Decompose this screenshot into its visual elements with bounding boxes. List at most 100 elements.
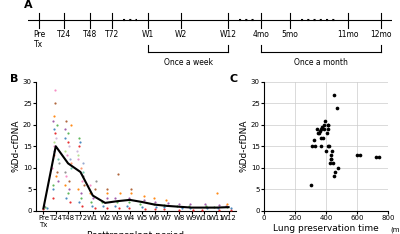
Point: [62, 127, 68, 131]
Point: [204, 206, 210, 210]
Point: [315, 132, 322, 135]
Point: [41, 205, 47, 208]
Point: [161, 205, 167, 209]
Text: A: A: [24, 0, 33, 10]
Point: [228, 207, 234, 210]
Text: C: C: [229, 74, 238, 84]
Point: [50, 153, 57, 157]
Point: [87, 183, 93, 187]
Point: [186, 205, 192, 208]
Text: W12: W12: [220, 30, 237, 39]
Y-axis label: %Dd-cfDNA: %Dd-cfDNA: [239, 120, 248, 172]
Point: [49, 166, 56, 170]
Point: [330, 161, 336, 165]
Point: [165, 201, 171, 205]
Point: [67, 200, 73, 204]
Point: [78, 166, 84, 170]
Point: [76, 200, 82, 204]
Point: [228, 208, 234, 212]
Text: Once a month: Once a month: [294, 58, 348, 67]
Point: [76, 144, 82, 148]
Point: [55, 157, 61, 161]
Point: [354, 153, 360, 157]
Point: [63, 174, 69, 178]
Point: [75, 187, 82, 191]
Point: [224, 202, 230, 206]
Text: B: B: [10, 74, 18, 84]
Point: [77, 196, 84, 200]
Point: [334, 106, 340, 110]
Point: [332, 170, 338, 174]
Point: [65, 192, 71, 195]
Point: [317, 129, 323, 133]
Point: [50, 187, 56, 191]
Point: [327, 161, 333, 165]
Point: [329, 149, 335, 152]
Point: [312, 144, 318, 148]
Point: [67, 157, 74, 161]
Point: [128, 192, 135, 195]
Y-axis label: %Dd-cfDNA: %Dd-cfDNA: [11, 120, 20, 172]
Point: [62, 170, 68, 174]
Point: [80, 170, 86, 174]
Point: [376, 155, 382, 159]
Point: [62, 183, 68, 187]
Point: [160, 207, 167, 211]
Point: [328, 157, 334, 161]
Point: [190, 208, 196, 212]
Text: 12mo: 12mo: [370, 30, 392, 39]
Point: [55, 179, 62, 183]
Point: [316, 132, 322, 135]
Point: [203, 205, 209, 208]
Point: [187, 202, 193, 206]
Point: [74, 149, 80, 152]
Point: [160, 204, 167, 207]
Point: [98, 200, 105, 204]
Point: [64, 140, 71, 144]
Point: [90, 196, 96, 200]
Point: [66, 144, 72, 148]
Text: W2: W2: [175, 30, 187, 39]
Point: [42, 205, 48, 209]
Point: [216, 208, 222, 212]
Point: [372, 155, 379, 159]
Text: Pre
Tx: Pre Tx: [33, 30, 45, 49]
Point: [328, 153, 334, 157]
Point: [202, 202, 208, 206]
Point: [50, 119, 56, 122]
Point: [307, 183, 314, 187]
Point: [320, 136, 326, 139]
Point: [211, 205, 217, 209]
Point: [310, 138, 317, 142]
Point: [128, 187, 134, 191]
Point: [50, 183, 56, 187]
Point: [136, 202, 143, 206]
Point: [56, 161, 62, 165]
Point: [79, 179, 86, 183]
Point: [152, 207, 158, 211]
Point: [100, 205, 106, 208]
Point: [76, 140, 83, 144]
Point: [63, 196, 69, 200]
Point: [309, 144, 315, 148]
Point: [53, 136, 59, 139]
Point: [317, 136, 324, 139]
Point: [320, 123, 327, 127]
Point: [141, 194, 147, 197]
Point: [223, 205, 229, 208]
Point: [357, 153, 363, 157]
Point: [330, 174, 337, 178]
Point: [93, 179, 99, 183]
Point: [64, 153, 70, 157]
Point: [78, 192, 84, 195]
Point: [323, 149, 329, 152]
Point: [113, 200, 120, 204]
Point: [51, 127, 58, 131]
X-axis label: Posttransplant period: Posttransplant period: [88, 230, 184, 234]
Point: [50, 144, 57, 148]
Point: [140, 198, 147, 202]
Point: [54, 170, 60, 174]
Point: [104, 207, 110, 210]
Point: [224, 205, 230, 209]
Point: [319, 125, 325, 129]
